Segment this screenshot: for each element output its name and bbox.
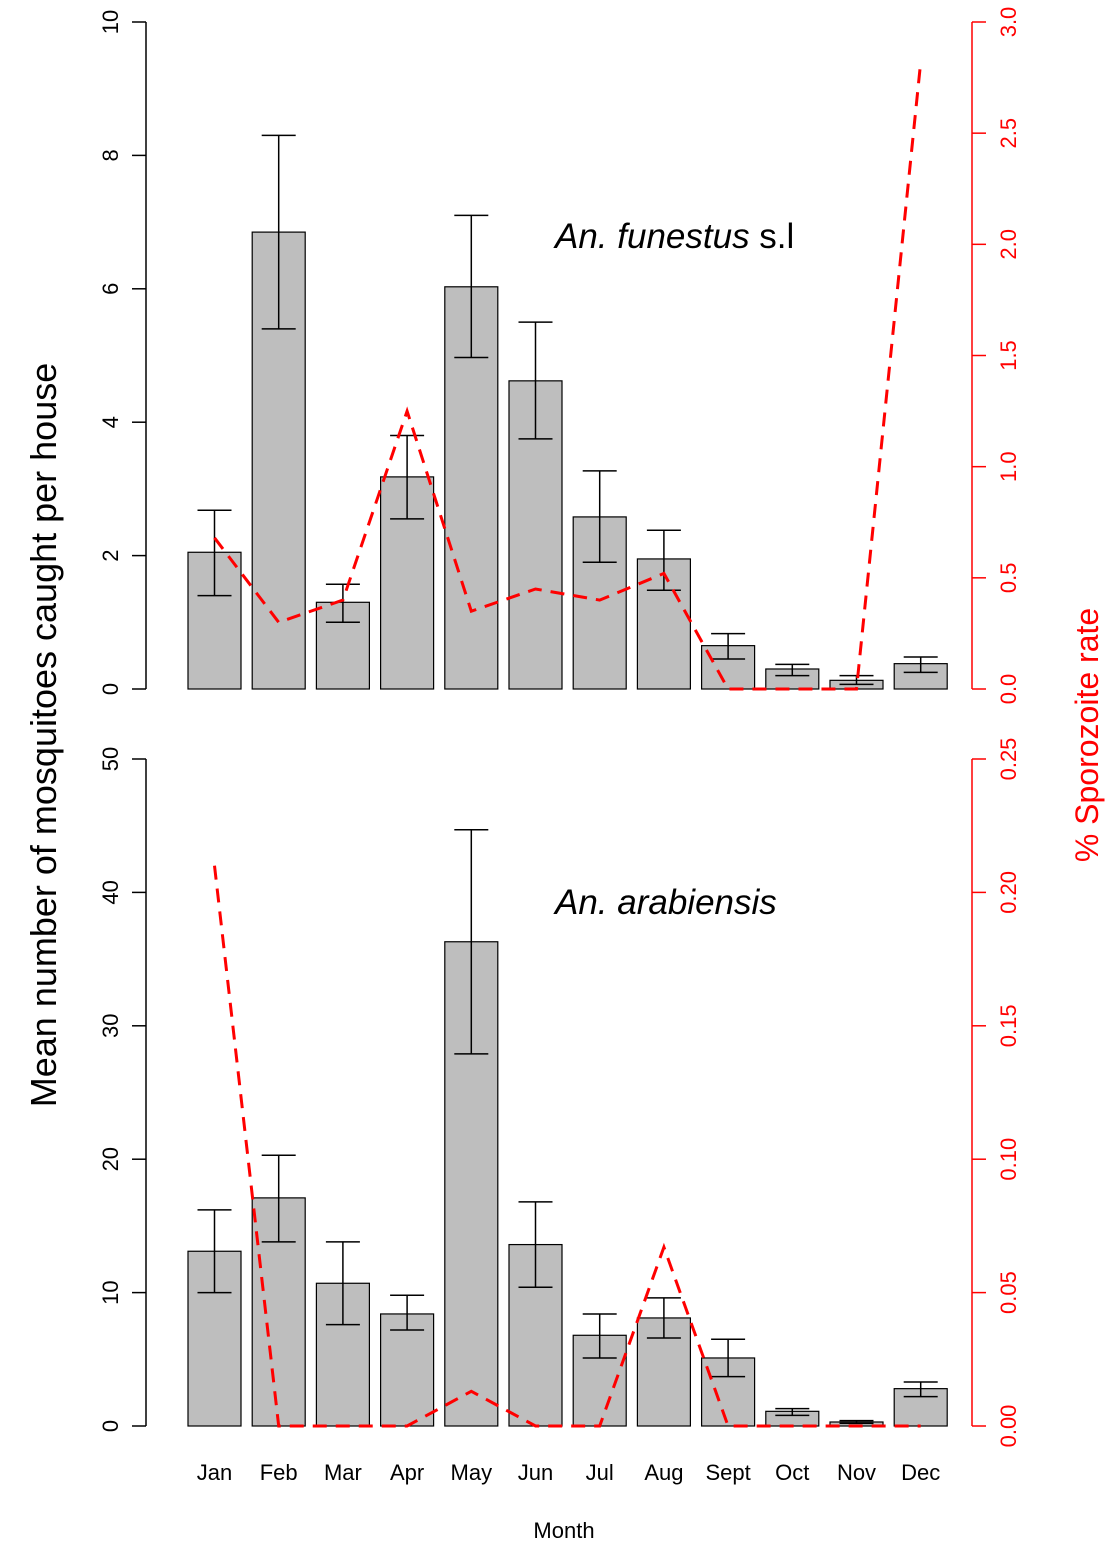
error-bar-aug	[646, 529, 681, 592]
right-y-axis: 0.0 0.5 1.0 1.5 2.0 2.5 3.0	[971, 7, 1021, 705]
error-bar-sept	[711, 632, 746, 660]
month-label-mar: Mar	[324, 1460, 362, 1485]
panel-funestus: 0 2 4 6 8 10 0.0 0.5 1.0 1.5 2.0 2.5 3.0 An. funestus…	[98, 7, 1021, 705]
month-label-jul: Jul	[586, 1460, 614, 1485]
error-bar-apr	[390, 434, 425, 520]
month-label-dec: Dec	[901, 1460, 940, 1485]
panel-arabiensis: 0 10 20 30 40 50 0.00 0.05 0.10 0.15 0.20 0.25 An. a…	[98, 738, 1021, 1448]
error-bar-may	[454, 214, 489, 359]
left-y-tick-label: 40	[98, 880, 123, 904]
left-y-tick-label: 0	[98, 683, 123, 695]
error-bar-oct	[775, 1407, 810, 1417]
right-y-tick-label: 0.25	[996, 738, 1021, 781]
left-y-tick-label: 10	[98, 10, 123, 34]
left-y-tick-label: 2	[98, 549, 123, 561]
left-y-tick-label: 10	[98, 1280, 123, 1304]
error-bar-oct	[775, 663, 810, 677]
left-y-tick-label: 6	[98, 283, 123, 295]
panel-title: An. funestus s.l	[553, 217, 794, 256]
bar-apr	[380, 1313, 435, 1427]
right-y-axis: 0.00 0.05 0.10 0.15 0.20 0.25	[971, 738, 1021, 1448]
error-bar-dec	[903, 1381, 938, 1398]
error-bar-nov	[839, 1419, 874, 1425]
error-bar-feb	[261, 134, 296, 330]
panel-title-species: An. arabiensis	[553, 883, 777, 922]
month-label-feb: Feb	[260, 1460, 298, 1485]
secondary-y-axis-title: % Sporozoite rate	[1069, 608, 1105, 862]
left-y-axis: 0 10 20 30 40 50	[98, 747, 147, 1432]
sporozoite-rate-line	[213, 865, 921, 1428]
right-y-tick-label: 0.00	[996, 1405, 1021, 1448]
x-axis-title: Month	[533, 1518, 594, 1542]
right-y-tick-label: 0.20	[996, 871, 1021, 914]
error-bar-mar	[325, 1241, 360, 1326]
right-y-tick-label: 0.10	[996, 1138, 1021, 1181]
error-bar-jun	[518, 321, 553, 440]
left-y-axis: 0 2 4 6 8 10	[98, 10, 147, 695]
month-label-aug: Aug	[644, 1460, 683, 1485]
error-bar-may	[454, 828, 489, 1055]
error-bar-apr	[390, 1294, 425, 1331]
error-bar-sept	[711, 1338, 746, 1378]
month-label-oct: Oct	[775, 1460, 809, 1485]
right-y-tick-label: 0.15	[996, 1004, 1021, 1047]
right-y-tick-label: 0.05	[996, 1271, 1021, 1314]
right-y-tick-label: 2.0	[996, 229, 1021, 260]
month-label-nov: Nov	[837, 1460, 876, 1485]
sporozoite-rate-line	[213, 61, 923, 691]
error-bar-aug	[646, 1297, 681, 1339]
left-y-tick-label: 8	[98, 149, 123, 161]
right-y-tick-label: 1.0	[996, 451, 1021, 482]
left-y-tick-label: 50	[98, 747, 123, 771]
month-label-jan: Jan	[197, 1460, 232, 1485]
error-bar-feb	[261, 1154, 296, 1243]
month-label-jun: Jun	[518, 1460, 553, 1485]
right-y-tick-label: 2.5	[996, 118, 1021, 149]
month-label-may: May	[451, 1460, 493, 1485]
bar-aug	[636, 1317, 692, 1427]
month-labels: Jan Feb Mar Apr May Jun Jul Aug Sept Oct Nov Dec	[197, 1460, 941, 1485]
right-y-tick-label: 0.5	[996, 563, 1021, 594]
error-bar-jun	[518, 1201, 553, 1289]
month-label-sept: Sept	[705, 1460, 750, 1485]
right-y-tick-label: 1.5	[996, 340, 1021, 371]
left-y-tick-label: 0	[98, 1420, 123, 1432]
error-bar-jul	[582, 1313, 617, 1359]
right-y-tick-label: 3.0	[996, 7, 1021, 38]
panel-title-suffix: s.l	[750, 217, 795, 256]
error-bar-jul	[582, 470, 617, 564]
left-y-tick-label: 4	[98, 416, 123, 428]
panel-title: An. arabiensis	[553, 883, 777, 922]
panel-title-species: An. funestus	[553, 217, 750, 256]
y-axis-title: Mean number of mosquitoes caught per hou…	[23, 363, 64, 1107]
error-bar-dec	[903, 656, 938, 674]
error-bar-jan	[197, 509, 232, 597]
left-y-tick-label: 30	[98, 1014, 123, 1038]
month-label-apr: Apr	[390, 1460, 424, 1485]
error-bar-mar	[325, 583, 360, 624]
right-y-tick-label: 0.0	[996, 674, 1021, 705]
error-bar-jan	[197, 1209, 232, 1294]
left-y-tick-label: 20	[98, 1147, 123, 1171]
